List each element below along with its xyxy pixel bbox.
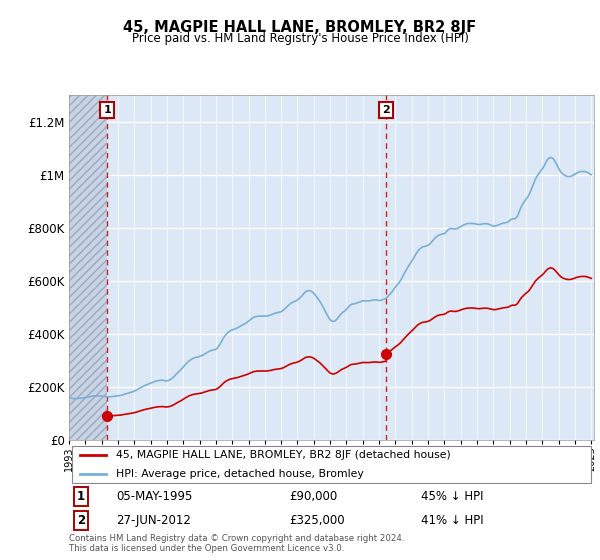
Text: Price paid vs. HM Land Registry's House Price Index (HPI): Price paid vs. HM Land Registry's House …: [131, 32, 469, 45]
Text: 2: 2: [77, 514, 85, 527]
Text: 1: 1: [103, 105, 111, 115]
Text: £325,000: £325,000: [290, 514, 345, 527]
Text: 2: 2: [382, 105, 390, 115]
Bar: [69, 90, 107, 440]
Text: 45% ↓ HPI: 45% ↓ HPI: [421, 490, 483, 503]
Text: 05-MAY-1995: 05-MAY-1995: [116, 490, 193, 503]
Text: 1: 1: [77, 490, 85, 503]
Text: 45, MAGPIE HALL LANE, BROMLEY, BR2 8JF (detached house): 45, MAGPIE HALL LANE, BROMLEY, BR2 8JF (…: [116, 450, 451, 460]
Text: 45, MAGPIE HALL LANE, BROMLEY, BR2 8JF: 45, MAGPIE HALL LANE, BROMLEY, BR2 8JF: [124, 20, 476, 35]
Text: HPI: Average price, detached house, Bromley: HPI: Average price, detached house, Brom…: [116, 469, 364, 479]
Text: 27-JUN-2012: 27-JUN-2012: [116, 514, 191, 527]
Text: 41% ↓ HPI: 41% ↓ HPI: [421, 514, 484, 527]
Text: Contains HM Land Registry data © Crown copyright and database right 2024.
This d: Contains HM Land Registry data © Crown c…: [69, 534, 404, 553]
Text: £90,000: £90,000: [290, 490, 338, 503]
